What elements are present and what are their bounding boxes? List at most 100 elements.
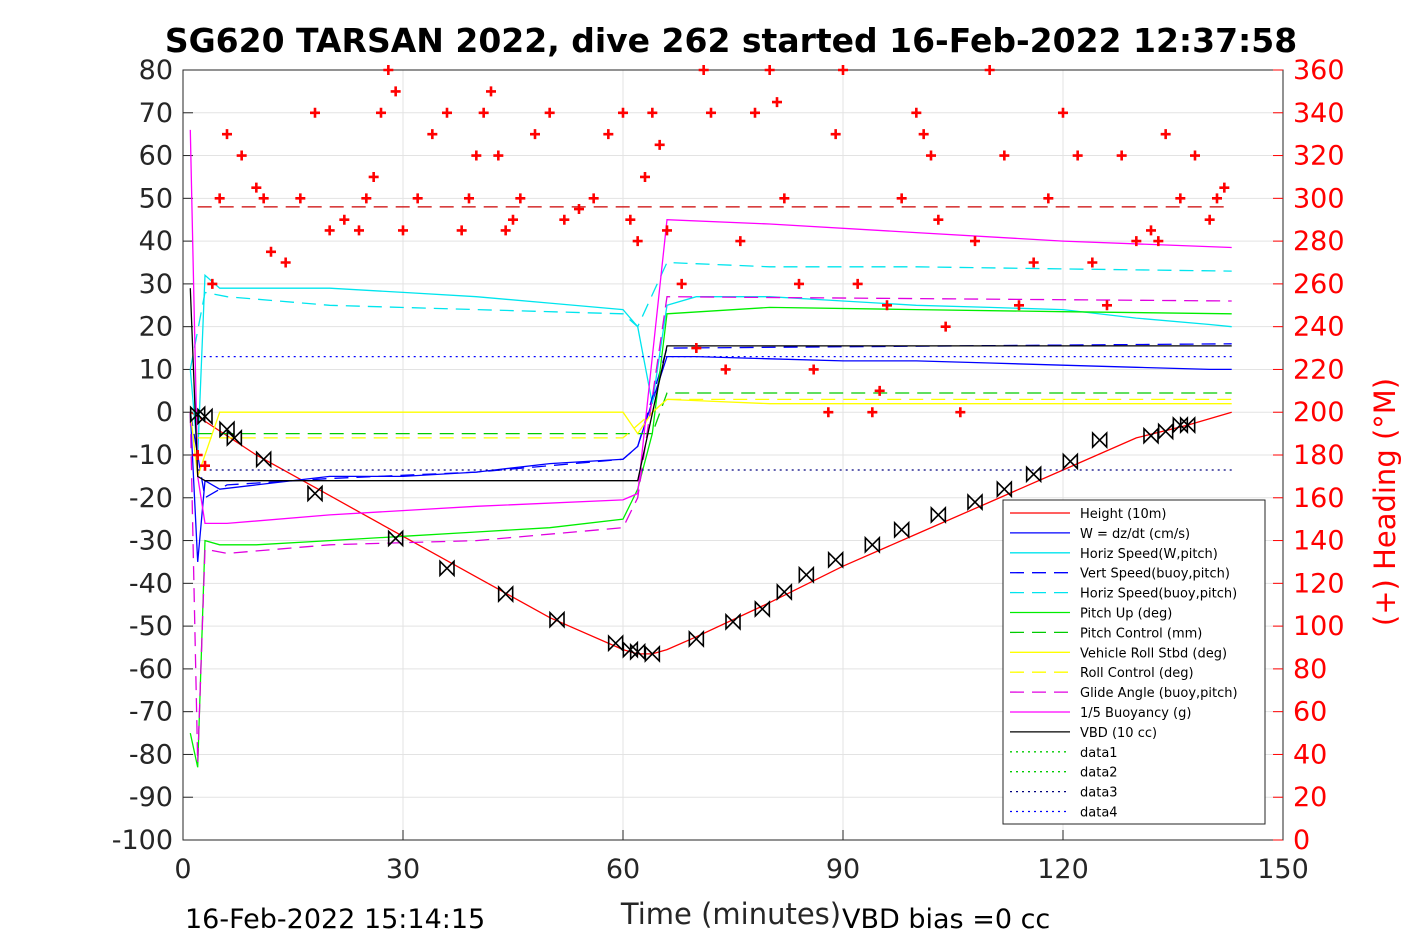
tick-label-right: 140 [1293, 526, 1345, 557]
legend-label: Vert Speed(buoy,pitch) [1080, 567, 1230, 582]
heading-point [882, 300, 892, 311]
height-marker [776, 582, 793, 601]
tick-label-left: 30 [139, 269, 173, 300]
heading-point [493, 150, 504, 161]
tick-label-left: -100 [112, 825, 173, 856]
height-marker [930, 505, 947, 524]
tick-label-left: -90 [129, 782, 173, 813]
height-marker [219, 420, 235, 439]
height-marker [827, 550, 844, 569]
heading-point [1146, 225, 1156, 236]
right-axis-label: (+) Heading (°M) [1368, 378, 1402, 626]
heading-point [471, 150, 482, 161]
heading-point [508, 214, 518, 225]
heading-point [808, 364, 819, 375]
legend-box [1002, 499, 1266, 825]
height-marker [189, 405, 206, 424]
heading-point [214, 193, 225, 204]
heading-point [207, 278, 218, 289]
heading-point [478, 107, 489, 118]
height-marker [1025, 465, 1042, 484]
heading-point [874, 385, 885, 396]
tick-label-left: 70 [139, 98, 173, 129]
heading-point [1043, 193, 1054, 204]
height-marker [439, 559, 455, 578]
legend-label: VBD (10 cc) [1080, 726, 1157, 741]
tick-label-right: 300 [1293, 183, 1345, 214]
heading-point [970, 236, 980, 247]
series-line-2 [189, 273, 1232, 456]
tick-label-right: 20 [1293, 782, 1327, 813]
heading-point [1014, 300, 1024, 311]
height-marker [622, 640, 639, 659]
tick-label-left: -50 [129, 611, 173, 642]
legend-label: data2 [1080, 766, 1118, 781]
series-line-5 [189, 306, 1232, 768]
heading-point [588, 193, 599, 204]
height-marker [497, 585, 514, 603]
tick-label-left: 80 [139, 55, 173, 86]
legend-label: Roll Control (deg) [1080, 666, 1194, 681]
tick-label-right: 180 [1293, 440, 1345, 471]
heading-point [911, 107, 922, 118]
heading-markers [192, 65, 1230, 471]
heading-point [368, 171, 379, 182]
heading-point [984, 65, 995, 75]
chart-title: SG620 TARSAN 2022, dive 262 started 16-F… [165, 21, 1297, 60]
heading-point [698, 65, 709, 75]
heading-point [295, 193, 306, 204]
heading-point [486, 86, 496, 97]
tick-label-right: 80 [1293, 654, 1327, 685]
height-marker [197, 407, 213, 426]
heading-point [654, 139, 665, 150]
tick-label-left: 50 [139, 183, 173, 214]
left-axis: -100-90-80-70-60-50-40-30-20-10010203040… [112, 55, 193, 856]
heading-point [750, 107, 760, 118]
height-marker [226, 428, 243, 447]
heading-point [720, 364, 731, 375]
heading-point [772, 97, 782, 108]
legend-label: Height (10m) [1080, 507, 1166, 522]
height-marker [1091, 431, 1108, 449]
legend-label: data1 [1080, 746, 1118, 761]
height-marker [725, 612, 741, 631]
height-marker [864, 535, 881, 554]
heading-point [823, 407, 834, 418]
tick-label-right: 280 [1293, 226, 1345, 257]
heading-point [632, 236, 643, 247]
tick-label-left: -70 [129, 697, 173, 728]
heading-point [354, 225, 364, 236]
tick-label-left: -20 [129, 483, 173, 514]
heading-point [1153, 236, 1164, 247]
tick-label-right: 220 [1293, 354, 1345, 385]
heading-point [339, 214, 350, 225]
tick-label-left: 40 [139, 226, 173, 257]
heading-point [779, 193, 790, 204]
height-marker [549, 610, 565, 629]
height-marker [255, 450, 272, 469]
height-markers [189, 405, 1196, 663]
heading-point [1028, 257, 1039, 268]
heading-point [361, 193, 372, 204]
heading-point [999, 150, 1010, 161]
height-marker [688, 630, 705, 648]
heading-point [1072, 150, 1083, 161]
heading-point [764, 65, 775, 75]
heading-point [324, 225, 335, 236]
heading-point [896, 193, 907, 204]
height-marker [1172, 416, 1189, 434]
legend-label: Pitch Up (deg) [1080, 607, 1172, 622]
tick-label-x: 150 [1257, 854, 1309, 885]
heading-point [222, 129, 232, 140]
right-axis: 0 20 40 60 80 100 120 140 160 180 200 220 240 260 280 3… [1273, 55, 1345, 856]
tick-label-x: 60 [606, 854, 640, 885]
heading-point [464, 193, 474, 204]
heading-point [192, 450, 203, 460]
x-axis: 0 30 60 90 120 150 [174, 830, 1309, 885]
tick-label-left: 20 [139, 312, 173, 343]
heading-point [1190, 150, 1200, 161]
series-line-8 [197, 398, 1232, 439]
series-line-3 [189, 343, 1232, 499]
heading-point [1131, 236, 1142, 247]
series-line-7 [189, 398, 1232, 477]
